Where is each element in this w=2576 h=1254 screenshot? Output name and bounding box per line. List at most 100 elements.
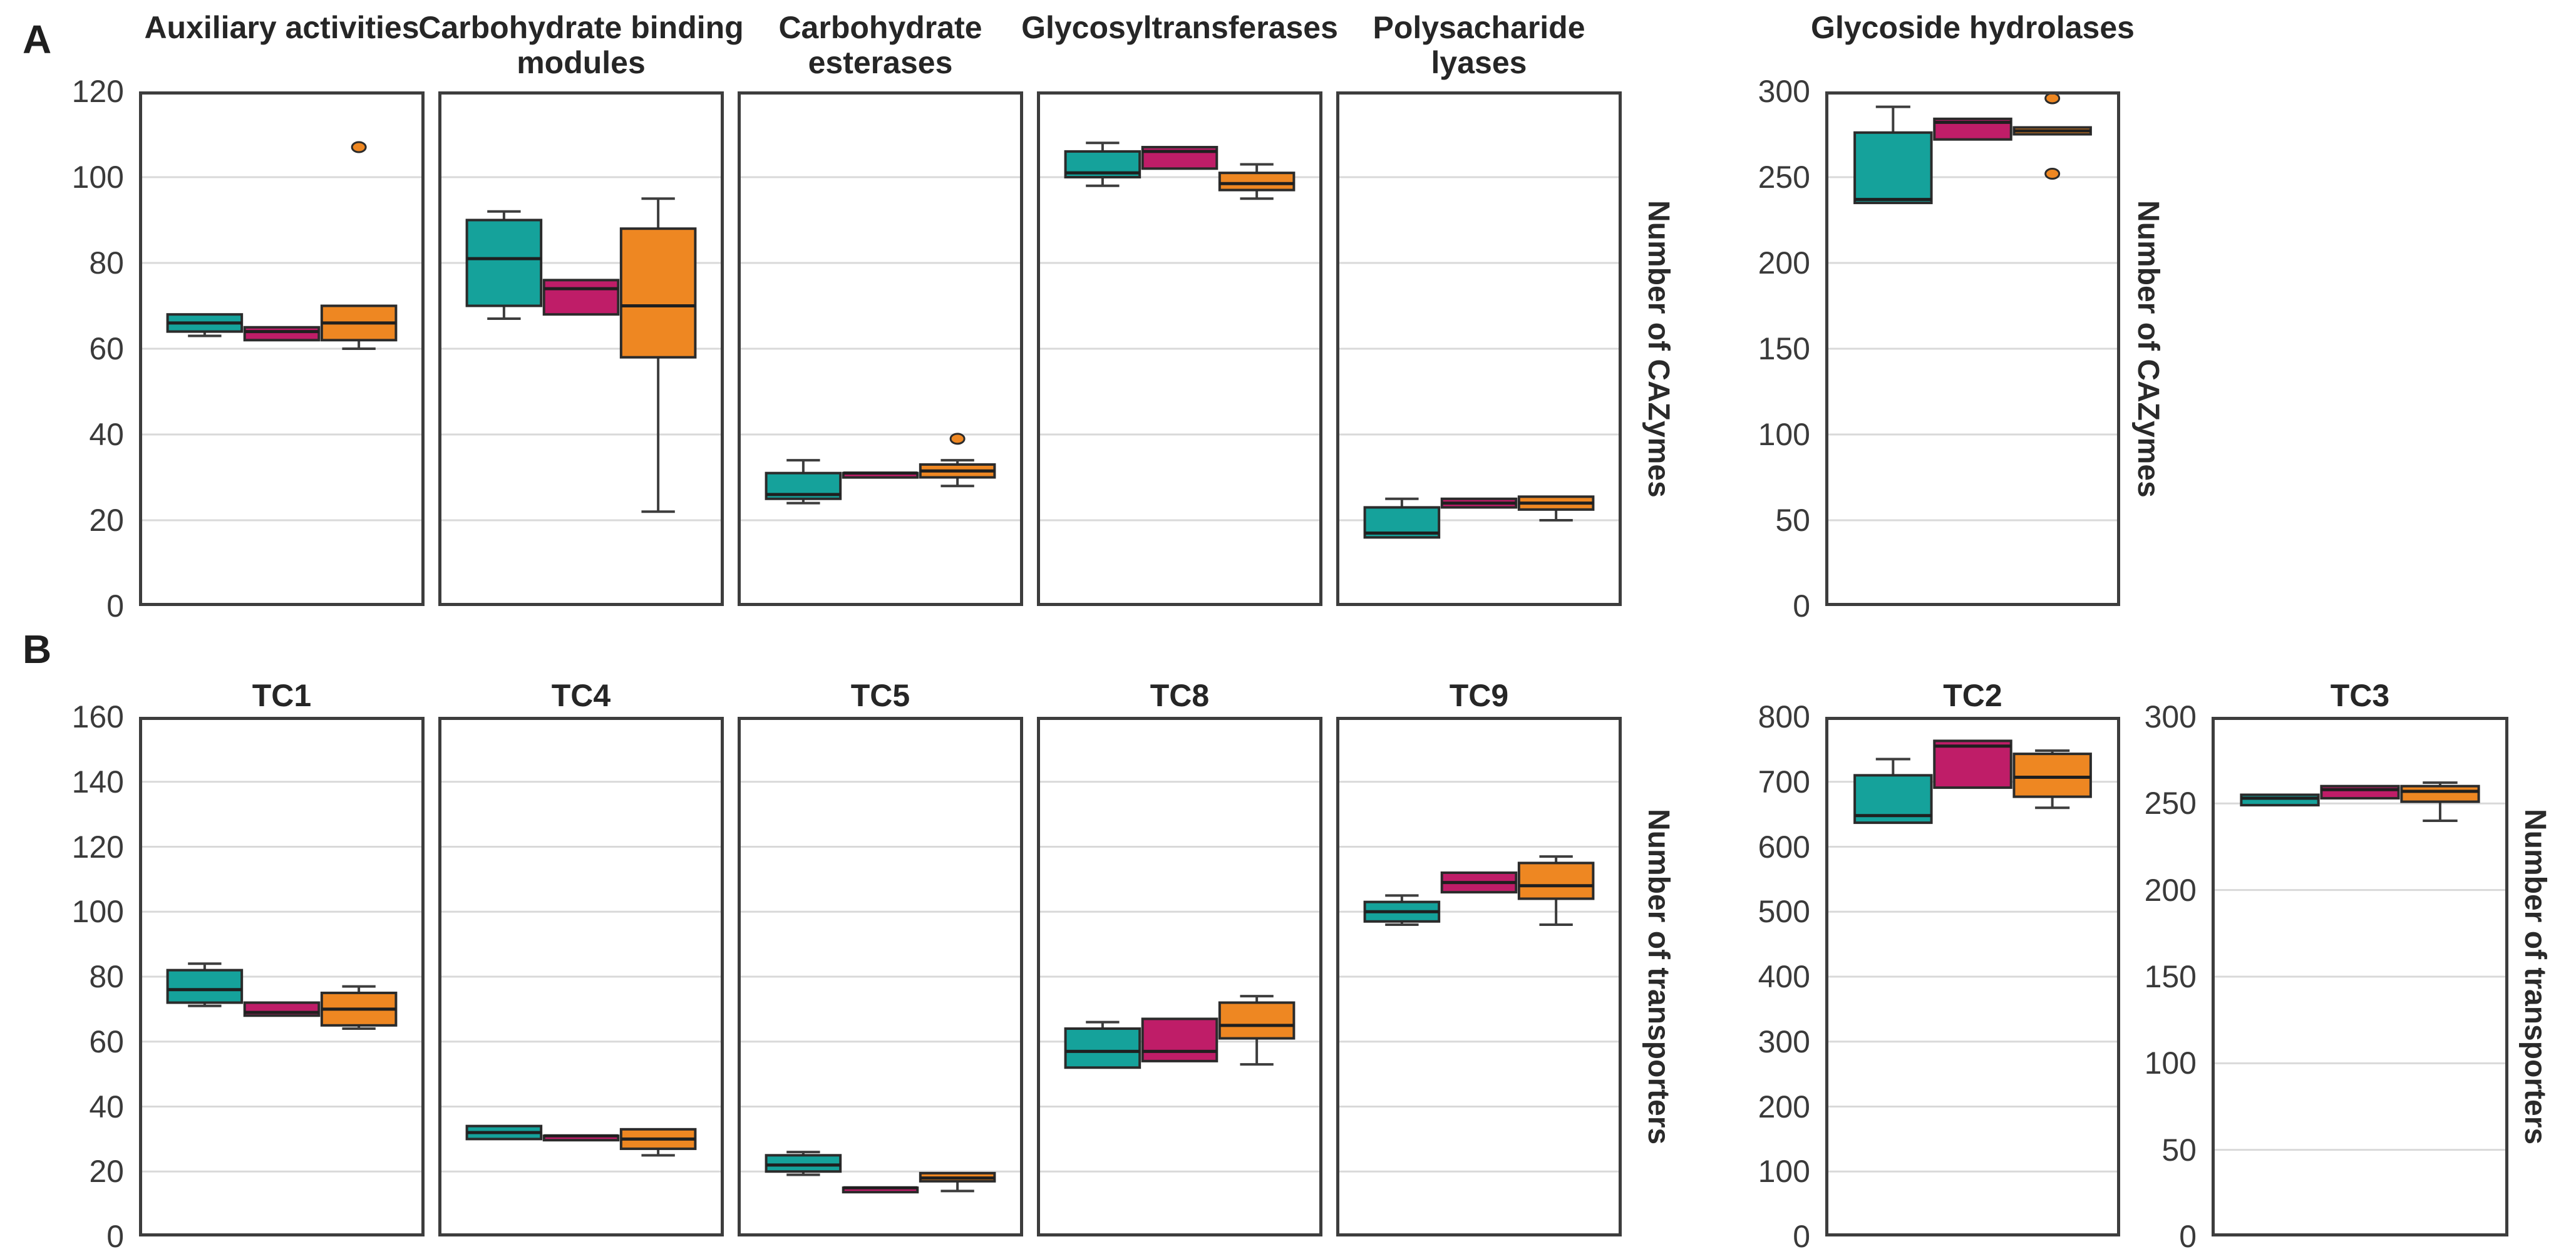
subplot-tc5 <box>738 717 1023 1236</box>
subplot-title: Auxiliary activities <box>144 10 420 45</box>
outlier-point <box>2044 168 2061 180</box>
boxplot-box-orange <box>1218 172 1296 192</box>
y-tick-label: 100 <box>71 894 124 930</box>
y-tick-label: 600 <box>1758 829 1810 865</box>
boxplot-canvas <box>438 91 724 606</box>
boxplot-box-orange <box>1517 861 1595 900</box>
plot-border <box>1336 91 1622 606</box>
boxplot-box-teal <box>465 218 543 307</box>
subplot-title: Glycoside hydrolases <box>1811 10 2135 45</box>
y-tick-label: 160 <box>71 699 124 734</box>
outlier-point <box>949 433 966 445</box>
plot-border <box>1336 717 1622 1236</box>
y-tick-label: 60 <box>89 331 124 366</box>
y-tick-label: 140 <box>71 764 124 799</box>
boxplot-box-magenta <box>2320 784 2400 800</box>
y-tick-label: 400 <box>1758 959 1810 994</box>
y-axis-label-transporters-1: Number of transporters <box>1642 808 1675 1145</box>
y-tick-label: 40 <box>89 1089 124 1124</box>
y-tick-label: 100 <box>1758 1154 1810 1190</box>
subplot-tc8 <box>1037 717 1322 1236</box>
y-tick-label: 0 <box>1793 1219 1810 1254</box>
y-tick-label: 100 <box>1758 417 1810 452</box>
subplot-title: TC1 <box>252 678 312 713</box>
subplot-tc2 <box>1825 717 2120 1236</box>
subplot-title: Polysacharide lyases <box>1373 10 1585 80</box>
subplot-tc9 <box>1336 717 1622 1236</box>
y-axis-label-cazymes-2: Number of CAZymes <box>2131 200 2165 498</box>
plot-border <box>1037 91 1322 606</box>
boxplot-box-orange <box>1218 1001 1296 1040</box>
y-tick-label: 200 <box>1758 245 1810 280</box>
boxplot-canvas <box>738 91 1023 606</box>
subplot-title: TC4 <box>551 678 611 713</box>
y-tick-label: 80 <box>89 959 124 994</box>
boxplot-canvas <box>139 717 425 1236</box>
y-axis-label-cazymes-1: Number of CAZymes <box>1642 200 1675 498</box>
y-tick-label: 20 <box>89 1154 124 1190</box>
boxplot-box-magenta <box>1141 1017 1218 1062</box>
y-tick-label: 120 <box>71 829 124 865</box>
y-tick-label: 300 <box>2144 699 2197 734</box>
subplot-carbohydrate-binding-modules <box>438 91 724 606</box>
boxplot-canvas <box>1336 717 1622 1236</box>
y-tick-label: 250 <box>1758 160 1810 195</box>
plot-border <box>1825 717 2120 1236</box>
y-tick-label: 250 <box>2144 786 2197 821</box>
y-tick-label: 0 <box>106 1219 124 1254</box>
boxplot-box-teal <box>1064 150 1141 178</box>
plot-border <box>738 91 1023 606</box>
y-tick-label: 200 <box>2144 872 2197 908</box>
y-tick-label: 100 <box>71 160 124 195</box>
subplot-title: Glycosyltransferases <box>1021 10 1338 45</box>
subplot-glycoside-hydrolases <box>1825 91 2120 606</box>
y-tick-label: 50 <box>2161 1132 2197 1168</box>
subplot-title: Carbohydrate binding modules <box>418 10 744 80</box>
subplot-title: TC3 <box>2330 678 2390 713</box>
y-tick-label: 150 <box>2144 959 2197 994</box>
y-tick-label: 100 <box>2144 1046 2197 1081</box>
y-tick-label: 40 <box>89 417 124 452</box>
panel-b-label: B <box>23 627 52 672</box>
subplot-title: TC5 <box>850 678 910 713</box>
boxplot-canvas <box>1825 91 2120 606</box>
boxplot-box-teal <box>166 969 244 1004</box>
plot-border <box>1825 91 2120 606</box>
boxplot-box-orange <box>619 227 697 359</box>
subplot-tc4 <box>438 717 724 1236</box>
boxplot-box-teal <box>1853 131 1933 205</box>
boxplot-box-magenta <box>243 326 321 342</box>
y-tick-label: 50 <box>1775 503 1810 538</box>
subplot-title: TC9 <box>1449 678 1509 713</box>
plot-border <box>738 717 1023 1236</box>
y-tick-label: 120 <box>71 74 124 109</box>
subplot-tc1 <box>139 717 425 1236</box>
y-tick-label: 0 <box>1793 588 1810 624</box>
y-tick-label: 150 <box>1758 331 1810 366</box>
boxplot-canvas <box>738 717 1023 1236</box>
subplot-glycosyltransferases <box>1037 91 1322 606</box>
panel-a-label: A <box>23 17 52 62</box>
y-tick-label: 200 <box>1758 1089 1810 1124</box>
boxplot-box-orange <box>2400 784 2480 803</box>
y-tick-label: 300 <box>1758 74 1810 109</box>
plot-border <box>438 91 724 606</box>
y-tick-label: 0 <box>106 588 124 624</box>
boxplot-canvas <box>1825 717 2120 1236</box>
plot-border <box>2212 717 2508 1236</box>
plot-border <box>438 717 724 1236</box>
y-tick-label: 60 <box>89 1024 124 1059</box>
boxplot-canvas <box>139 91 425 606</box>
subplot-title: Carbohydrate esterases <box>778 10 982 80</box>
boxplot-canvas <box>1336 91 1622 606</box>
boxplot-box-magenta <box>542 279 620 316</box>
y-tick-label: 700 <box>1758 764 1810 799</box>
y-tick-label: 0 <box>2179 1219 2197 1254</box>
subplot-auxiliary-activities <box>139 91 425 606</box>
y-tick-label: 80 <box>89 245 124 280</box>
subplot-title: TC2 <box>1943 678 2002 713</box>
outlier-point <box>2044 92 2061 105</box>
boxplot-box-magenta <box>1933 739 2012 789</box>
plot-border <box>1037 717 1322 1236</box>
boxplot-canvas <box>438 717 724 1236</box>
